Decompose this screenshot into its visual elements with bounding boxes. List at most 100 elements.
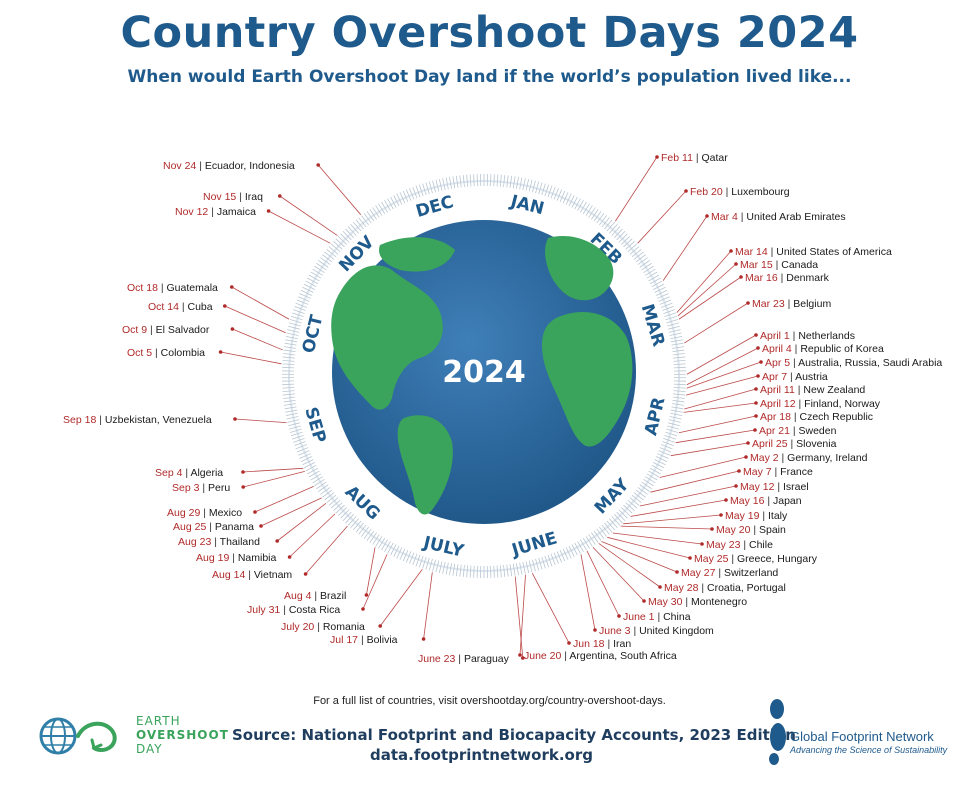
leader-line: [362, 554, 388, 610]
overshoot-date: April 25: [752, 438, 788, 450]
country-label: April 1 | Netherlands: [760, 330, 855, 342]
leader-dot: [361, 607, 365, 611]
country-name: Jamaica: [217, 206, 256, 218]
overshoot-date: Apr 5: [765, 357, 790, 369]
leader-dot: [688, 556, 692, 560]
country-name: Republic of Korea: [800, 343, 884, 355]
overshoot-date: May 27: [681, 567, 716, 579]
country-label: Jun 18 | Iran: [573, 638, 631, 650]
overshoot-date: Oct 14: [148, 301, 179, 313]
leader-dot: [700, 542, 704, 546]
country-label: May 7 | France: [743, 466, 813, 478]
month-label-jan: JAN: [508, 191, 547, 219]
country-labels: Feb 11 | Qatar Feb 20 | Luxembourg Mar 4 |…: [63, 152, 942, 665]
country-label: Aug 25 | Panama: [173, 521, 254, 533]
leader-dot: [642, 599, 646, 603]
overshoot-date: Mar 14: [735, 246, 768, 258]
leader-dot: [287, 555, 292, 559]
country-label: Apr 18 | Czech Republic: [760, 411, 873, 423]
leader-dot: [316, 163, 321, 167]
leader-dot: [303, 572, 308, 576]
day-tick-ring: [282, 174, 686, 578]
country-label: June 3 | United Kingdom: [599, 625, 714, 637]
country-name: Iraq: [245, 191, 263, 203]
leader-dot: [724, 498, 728, 502]
country-label: Mar 15 | Canada: [740, 259, 818, 271]
country-label: Sep 4 | Algeria: [155, 467, 223, 479]
leader-line: [243, 471, 305, 488]
leader-dot: [521, 656, 525, 660]
country-name: Greece, Hungary: [737, 553, 818, 565]
country-name: Germany, Ireland: [787, 452, 867, 464]
country-label: May 25 | Greece, Hungary: [694, 553, 818, 565]
country-label: Apr 7 | Austria: [762, 371, 828, 383]
overshoot-date: April 4: [762, 343, 792, 355]
overshoot-date: Feb 11: [661, 152, 693, 164]
country-name: Canada: [781, 259, 818, 271]
leader-dot: [739, 275, 743, 279]
overshoot-date: Jul 17: [330, 634, 358, 646]
leader-dot: [518, 653, 522, 657]
country-label: June 1 | China: [623, 611, 691, 623]
leader-dot: [744, 455, 748, 459]
country-label: May 2 | Germany, Ireland: [750, 452, 868, 464]
country-label: April 4 | Republic of Korea: [762, 343, 884, 355]
country-name: Peru: [208, 482, 230, 494]
country-name: Montenegro: [691, 596, 747, 608]
overshoot-date: June 1: [623, 611, 655, 623]
leader-dot: [364, 593, 369, 597]
country-name: China: [663, 611, 691, 623]
page-subtitle: When would Earth Overshoot Day land if t…: [127, 67, 852, 87]
leader-line: [659, 456, 747, 478]
country-label: Apr 21 | Sweden: [759, 425, 837, 437]
month-label-mar: MAR: [637, 302, 669, 349]
leader-line: [366, 547, 376, 596]
leader-dot: [756, 374, 760, 378]
country-name: Czech Republic: [800, 411, 874, 423]
country-label: Sep 3 | Peru: [172, 482, 230, 494]
leader-dot: [710, 527, 714, 531]
earth-overshoot-day-logo-icon: [39, 717, 117, 755]
leader-line: [678, 276, 742, 320]
leader-line: [607, 536, 691, 559]
leader-line: [601, 541, 678, 573]
leader-line: [305, 525, 348, 575]
leader-line: [586, 550, 620, 617]
country-label: June 20 | Argentina, South Africa: [524, 650, 677, 662]
country-label: May 23 | Chile: [706, 539, 773, 551]
overshoot-date: Aug 23: [178, 536, 211, 548]
leader-line: [242, 467, 304, 473]
country-label: May 12 | Israel: [740, 481, 809, 493]
country-name: United States of America: [776, 246, 892, 258]
leader-dot: [756, 346, 760, 350]
leader-dot: [754, 401, 758, 405]
leader-line: [268, 210, 331, 244]
leader-line: [276, 503, 327, 542]
country-label: Nov 12 | Jamaica: [175, 206, 256, 218]
country-label: May 27 | Switzerland: [681, 567, 778, 579]
overshoot-date: Oct 9: [122, 324, 147, 336]
leader-line: [234, 418, 287, 424]
country-name: United Arab Emirates: [746, 211, 845, 223]
overshoot-date: Mar 23: [752, 298, 785, 310]
country-label: Jul 17 | Bolivia: [330, 634, 398, 646]
country-name: Sweden: [799, 425, 837, 437]
leader-dot: [259, 524, 263, 528]
leader-dot: [230, 327, 235, 331]
eod-word-day: DAY: [136, 742, 163, 756]
country-label: Mar 16 | Denmark: [745, 272, 830, 284]
country-label: July 20 | Romania: [281, 621, 365, 633]
country-name: Brazil: [320, 590, 346, 602]
overshoot-date: July 20: [281, 621, 314, 633]
overshoot-date: Aug 29: [167, 507, 200, 519]
leader-line: [639, 485, 737, 507]
country-label: Oct 9 | El Salvador: [122, 324, 210, 336]
leader-dot: [230, 285, 234, 289]
overshoot-date: Feb 20: [690, 186, 723, 198]
leader-dot: [253, 510, 257, 514]
month-label-may: MAY: [591, 474, 634, 518]
center-year-label: 2024: [442, 355, 526, 390]
leader-line: [630, 499, 727, 517]
country-label: May 30 | Montenegro: [648, 596, 747, 608]
